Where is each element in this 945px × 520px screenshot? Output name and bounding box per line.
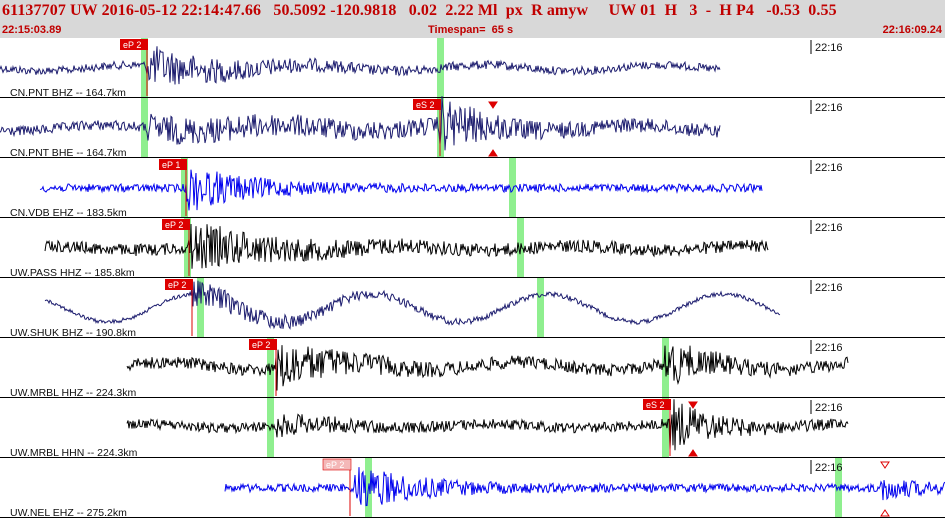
trace-row[interactable]: eS 2 22:16 UW.MRBL HHN -- 224.3km [0,398,945,459]
analysis-window-marker[interactable] [267,338,274,397]
waveform-trace [0,46,721,85]
waveform-trace [44,280,781,330]
minute-label: 22:16 [815,162,843,174]
analysis-window-marker[interactable] [509,158,516,217]
phase-pick-flag[interactable] [643,399,671,410]
seismogram-panel[interactable]: eP 2 22:16 CN.PNT BHZ -- 164.7km eS 2 22:16 C… [0,38,945,520]
analysis-window-marker[interactable] [141,38,148,97]
station-label: UW.MRBL HHN -- 224.3km [10,447,138,459]
phase-pick-label: eP 2 [326,460,344,470]
phase-pick-flag[interactable] [413,99,441,110]
amplitude-marker-top[interactable] [880,461,890,469]
end-time: 22:16:09.24 [882,24,942,36]
phase-pick-label: eP 2 [165,220,183,230]
station-label: CN.VDB EHZ -- 183.5km [10,207,127,219]
phase-pick-label: eS 2 [416,100,435,110]
analysis-window-marker[interactable] [197,278,204,337]
minute-label: 22:16 [815,222,843,234]
start-time: 22:15:03.89 [2,24,62,36]
trace-row[interactable]: eP 2 22:16 UW.MRBL HHZ -- 224.3km [0,338,945,399]
event-header: 61137707 UW 2016-05-12 22:14:47.66 50.50… [0,0,945,38]
waveform-trace [0,96,721,151]
phase-pick-label: eP 2 [252,340,270,350]
phase-pick-flag[interactable] [159,159,187,170]
waveform-trace [126,345,849,391]
minute-label: 22:16 [815,342,843,354]
event-title: 61137707 UW 2016-05-12 22:14:47.66 50.50… [2,2,837,19]
station-label: UW.MRBL HHZ -- 224.3km [10,387,136,399]
amplitude-marker-bottom[interactable] [488,149,498,157]
minute-label: 22:16 [815,102,843,114]
minute-label: 22:16 [815,282,843,294]
amplitude-marker-top[interactable] [688,401,698,409]
timespan-label: Timespan= 65 s [428,24,514,36]
station-label: CN.PNT BHZ -- 164.7km [10,87,126,99]
phase-pick-flag[interactable] [322,458,352,471]
waveform-trace [39,169,763,211]
phase-pick-label: eP 2 [123,40,141,50]
amplitude-marker-bottom[interactable] [688,449,698,457]
analysis-window-marker[interactable] [662,398,669,457]
trace-row[interactable]: eP 2 22:16 UW.PASS HHZ -- 185.8km [0,218,945,279]
analysis-window-marker[interactable] [537,278,544,337]
phase-pick-flag[interactable] [120,39,148,50]
trace-row[interactable]: eP 2 22:16 UW.SHUK BHZ -- 190.8km [0,278,945,339]
station-label: UW.SHUK BHZ -- 190.8km [10,327,136,339]
station-label: UW.NEL EHZ -- 275.2km [10,507,127,519]
amplitude-marker-bottom[interactable] [880,509,890,517]
waveform-trace [224,467,945,507]
trace-row[interactable]: eP 2 22:16 UW.NEL EHZ -- 275.2km [0,458,945,519]
amplitude-marker-top[interactable] [488,101,498,109]
analysis-window-marker[interactable] [181,158,188,217]
phase-pick-label: eP 1 [162,160,180,170]
phase-pick-flag[interactable] [249,339,277,350]
station-label: UW.PASS HHZ -- 185.8km [10,267,135,279]
phase-pick-flag[interactable] [165,279,193,290]
minute-label: 22:16 [815,462,843,474]
minute-label: 22:16 [815,42,843,54]
trace-row[interactable]: eP 2 22:16 CN.PNT BHZ -- 164.7km [0,38,945,99]
phase-pick-label: eS 2 [646,400,665,410]
trace-row[interactable]: eS 2 22:16 CN.PNT BHE -- 164.7km [0,96,945,159]
waveform-trace [126,399,849,451]
trace-row[interactable]: eP 1 22:16 CN.VDB EHZ -- 183.5km [0,158,945,219]
station-label: CN.PNT BHE -- 164.7km [10,147,127,159]
waveform-trace [44,223,769,269]
minute-label: 22:16 [815,402,843,414]
phase-pick-label: eP 2 [168,280,186,290]
phase-pick-flag[interactable] [162,219,190,230]
